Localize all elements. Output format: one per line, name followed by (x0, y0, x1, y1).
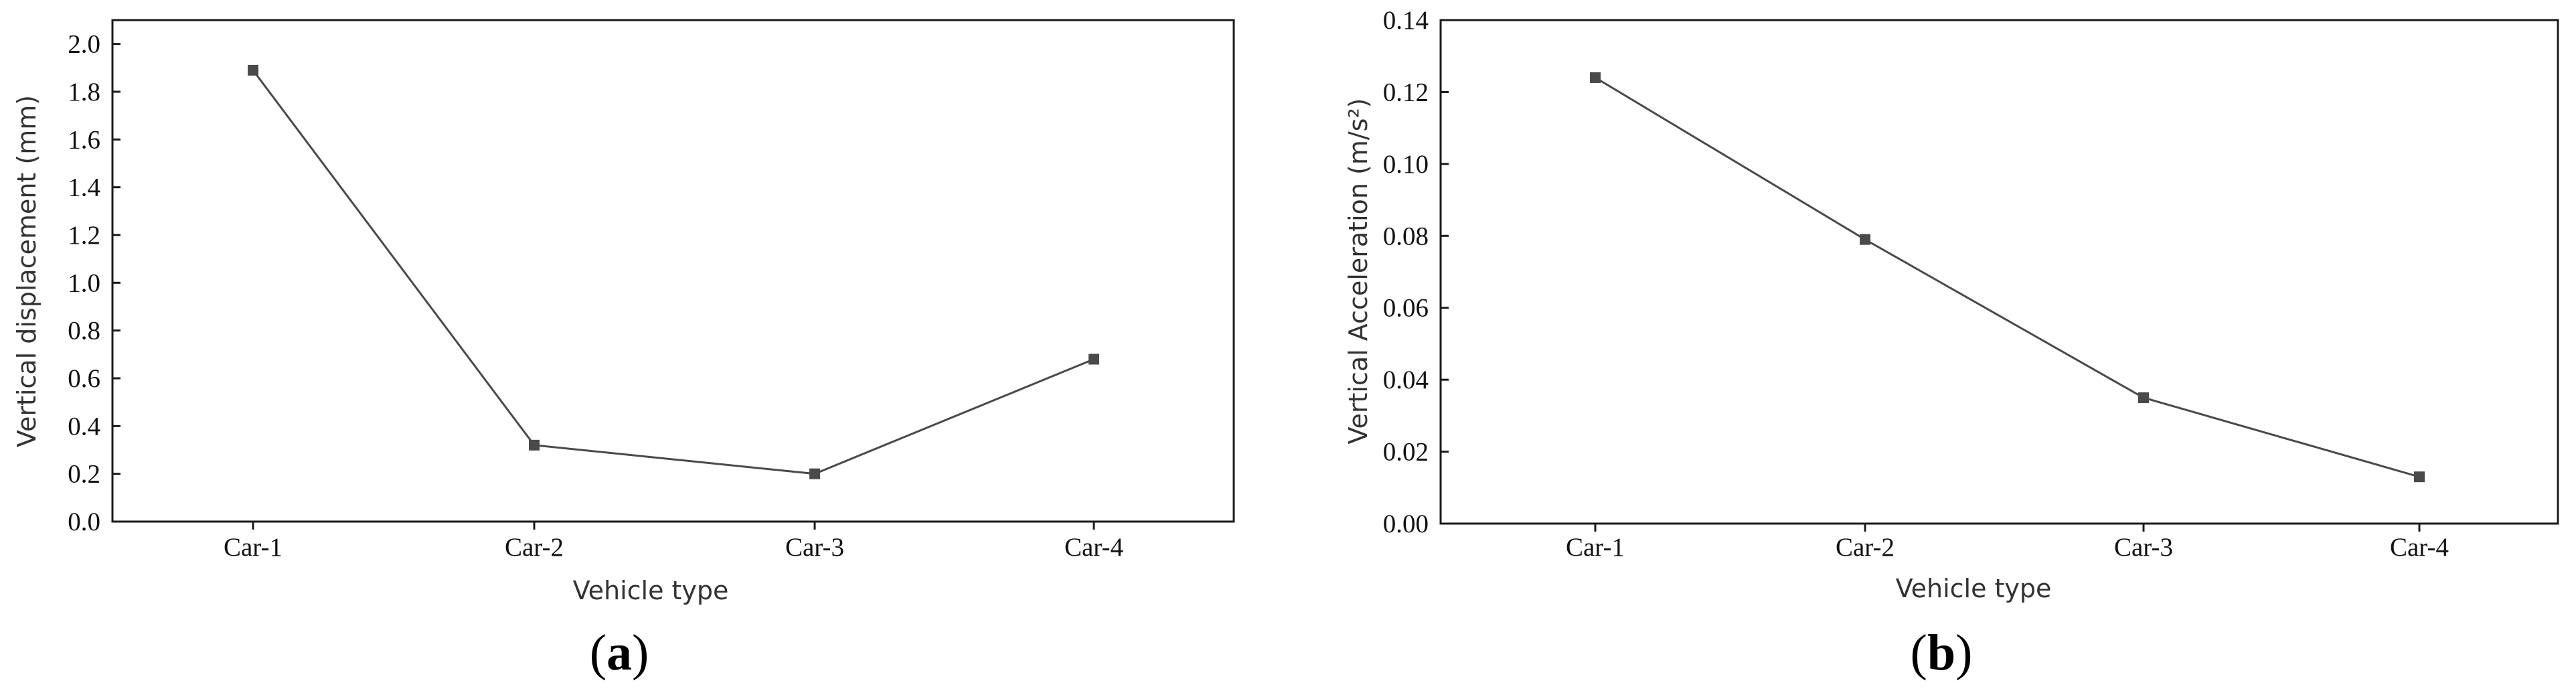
data-point (1089, 354, 1099, 365)
y-tick-label: 0.06 (1383, 294, 1429, 323)
data-point (2414, 471, 2425, 483)
data-point (248, 64, 258, 76)
panel-caption: (a) (590, 625, 649, 681)
x-tick-label: Car-1 (1566, 533, 1625, 562)
x-tick-label: Car-4 (2390, 533, 2449, 562)
plot-frame (1439, 19, 2559, 525)
panel-caption: (b) (1911, 625, 1973, 681)
y-tick-label: 0.0 (68, 508, 100, 536)
y-tick-label: 1.2 (68, 221, 100, 250)
y-tick-label: 0.02 (1383, 438, 1429, 467)
data-point (529, 439, 540, 451)
y-ticks: 0.00 0.02 0.04 0.06 0.08 0.10 0.12 0.14 (1383, 6, 1449, 538)
data-markers (1590, 72, 2425, 483)
y-tick-label: 1.4 (68, 173, 100, 202)
caption-letter: a (607, 625, 632, 681)
y-axis-title: Vertical Acceleration (m/s²) (1344, 98, 1373, 444)
x-tick-label: Car-3 (785, 533, 844, 562)
x-tick-label: Car-4 (1064, 533, 1123, 562)
y-tick-label: 0.10 (1383, 150, 1429, 179)
y-tick-label: 1.8 (68, 78, 100, 106)
x-ticks: Car-1 Car-2 Car-3 Car-4 (1566, 524, 2449, 562)
x-tick-label: Car-2 (1836, 533, 1895, 562)
chart-panel-a: 0.00.20.40.60.81.01.21.41.61.82.0 Car-1 C… (12, 19, 1235, 681)
data-markers (248, 64, 1099, 479)
data-point (1590, 72, 1601, 83)
chart-panel-b: 0.000.020.040.060.080.100.120.14 Car-1 Ca… (1344, 6, 2559, 681)
x-axis-title: Vehicle type (1896, 574, 2052, 603)
y-ticks: 0.0 0.2 0.4 0.6 0.8 1.0 1.2 1.4 1.6 1.8 2.0 (68, 30, 120, 536)
series-line (252, 69, 1095, 475)
x-tick-label: Car-2 (505, 533, 564, 562)
y-tick-label: 0.8 (68, 317, 100, 345)
data-point (809, 468, 820, 479)
x-tick-label: Car-1 (224, 533, 283, 562)
x-axis-title: Vehicle type (573, 576, 729, 605)
y-tick-label: 0.14 (1383, 6, 1429, 35)
plot-frame (111, 19, 1235, 523)
y-tick-label: 0.4 (68, 412, 100, 441)
data-point (2138, 392, 2149, 403)
y-tick-label: 1.0 (68, 268, 100, 297)
y-tick-label: 0.08 (1383, 222, 1429, 250)
y-tick-label: 1.6 (68, 125, 100, 154)
y-tick-label: 0.12 (1383, 78, 1429, 106)
y-tick-label: 0.00 (1383, 510, 1429, 538)
x-ticks: Car-1 Car-2 Car-3 Car-4 (224, 522, 1123, 562)
caption-letter: b (1927, 625, 1955, 681)
data-point (1860, 234, 1870, 245)
y-axis-title: Vertical displacement (mm) (12, 95, 42, 447)
series-line (1595, 76, 2420, 478)
y-tick-label: 0.2 (68, 460, 100, 489)
x-tick-label: Car-3 (2114, 533, 2173, 562)
y-tick-label: 2.0 (68, 30, 100, 59)
y-tick-label: 0.04 (1383, 366, 1429, 394)
y-tick-label: 0.6 (68, 364, 100, 393)
